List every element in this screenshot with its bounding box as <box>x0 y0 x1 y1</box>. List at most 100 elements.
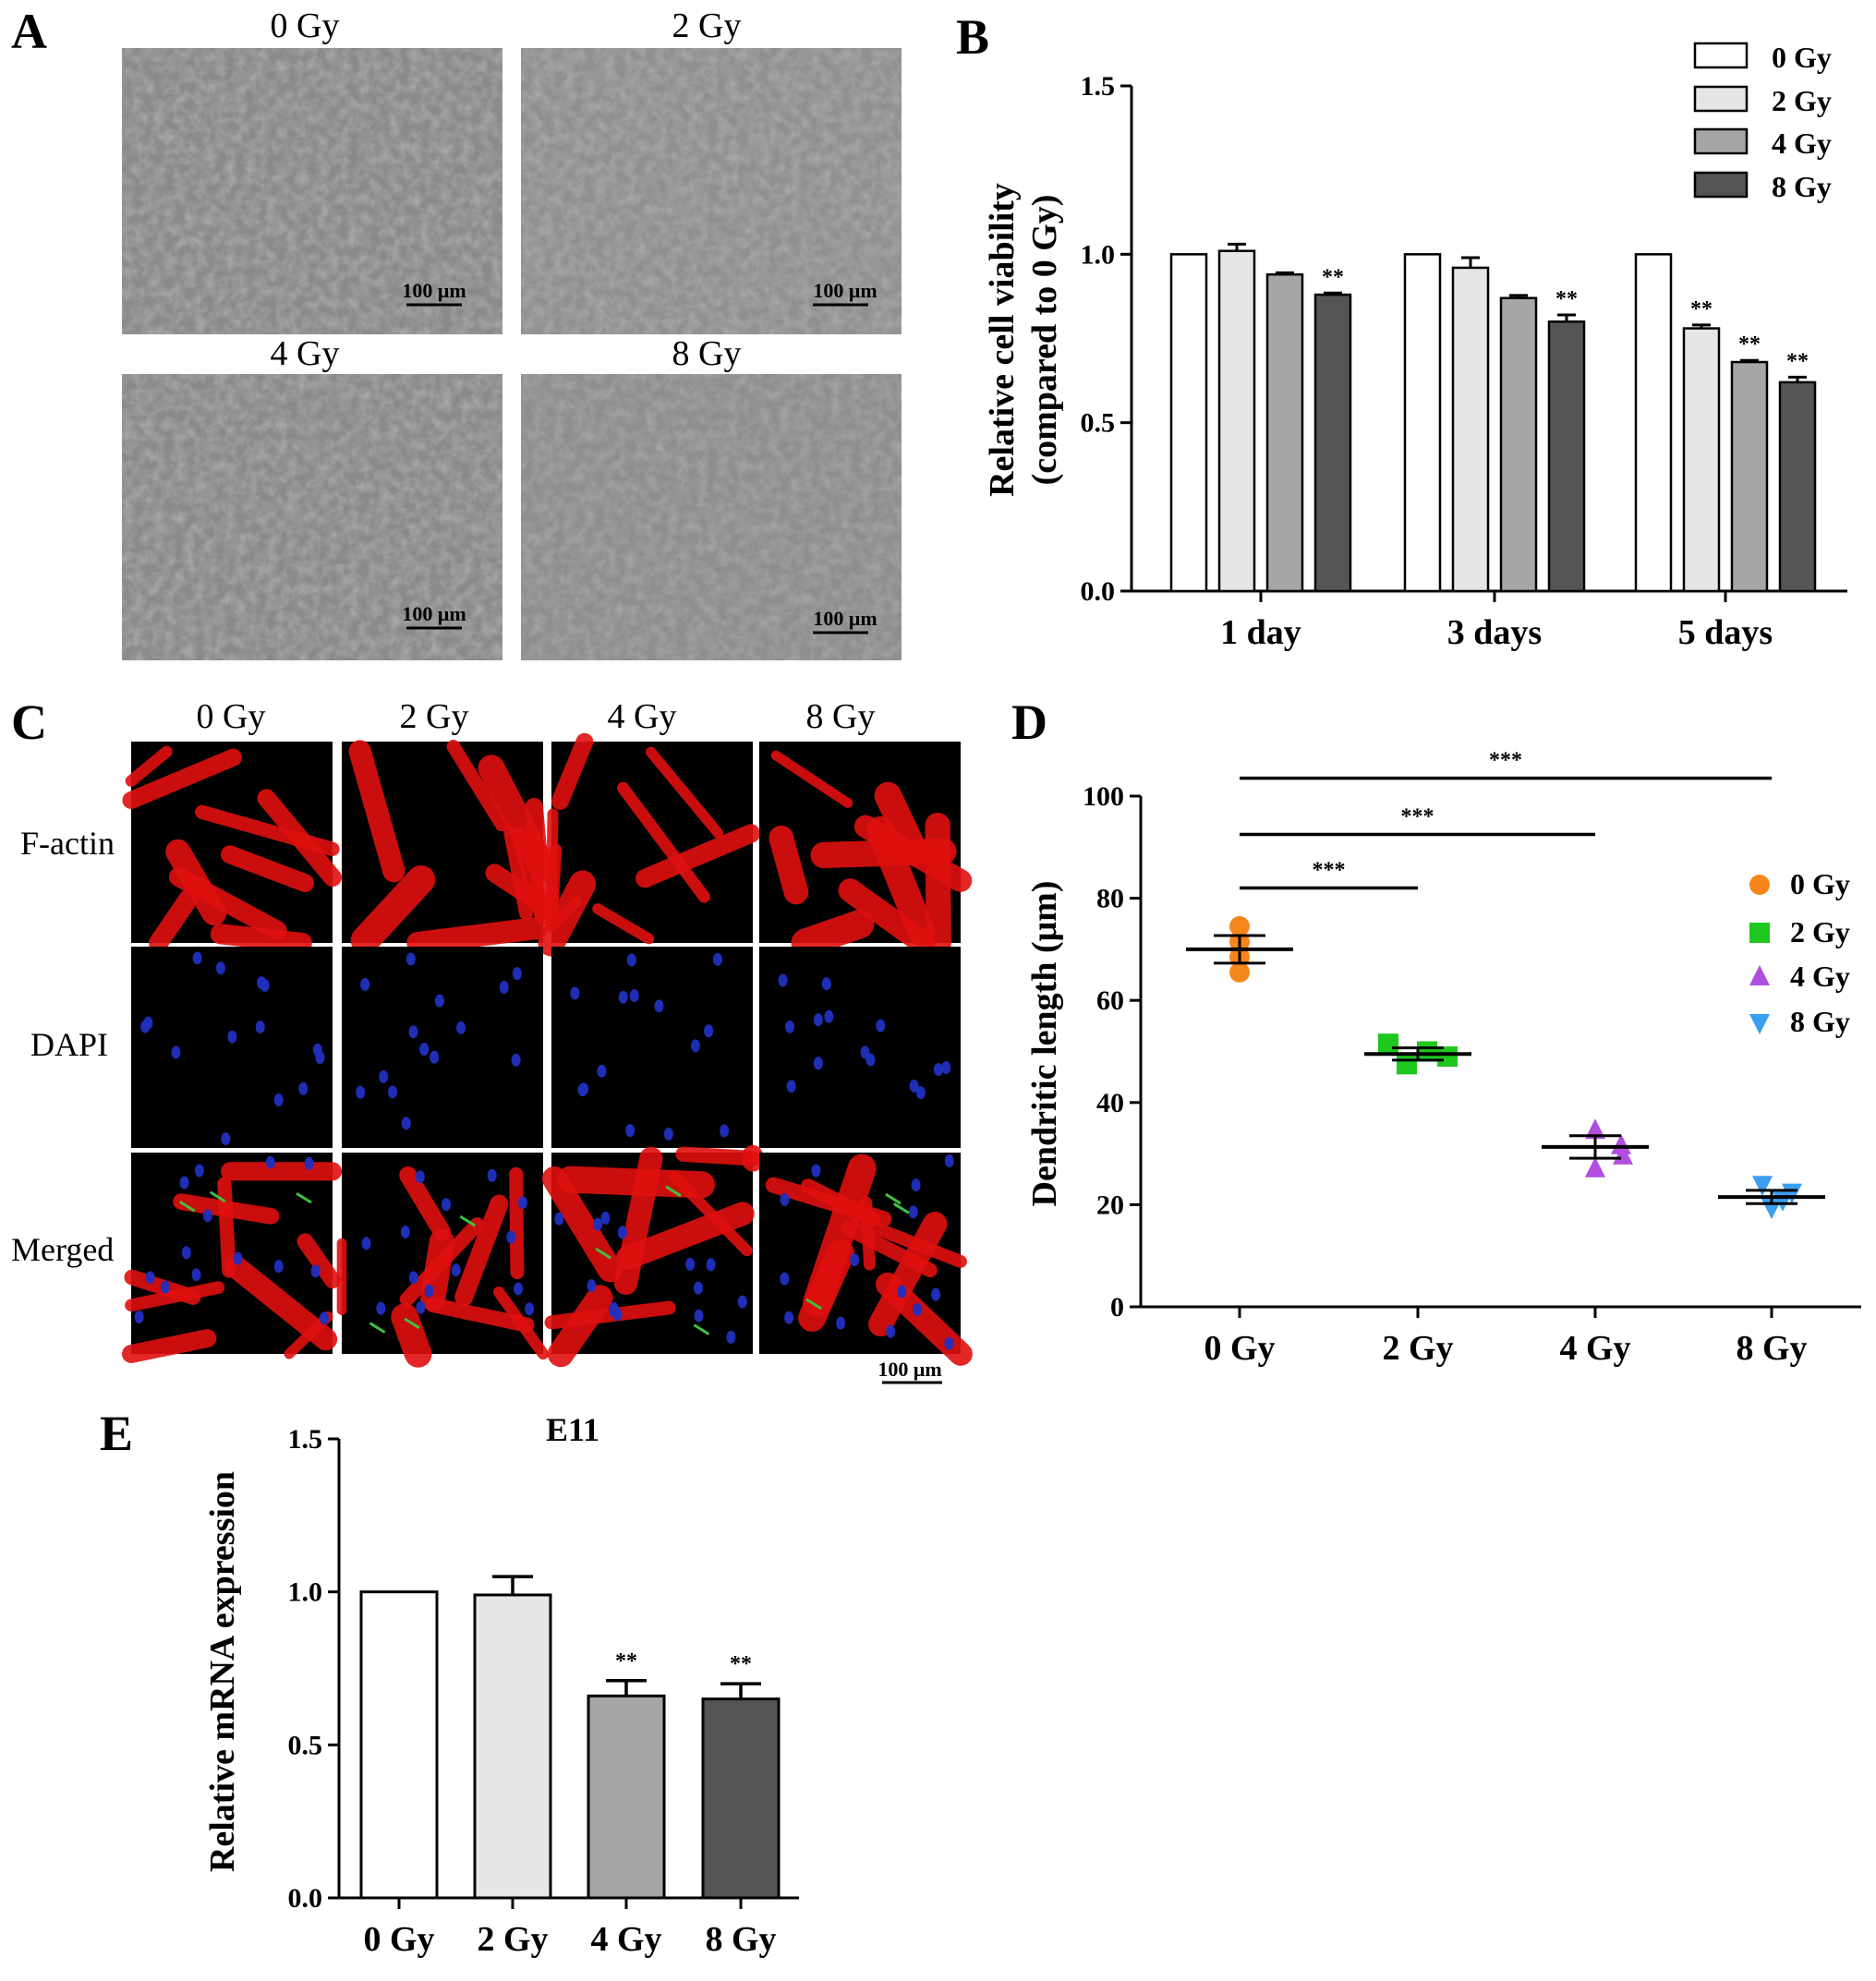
nucleus <box>629 989 639 1003</box>
bar <box>359 1590 439 1900</box>
x-tick-label: 2 Gy <box>1382 1329 1453 1368</box>
y-tick-label: 1.5 <box>1081 71 1116 102</box>
y-tick-label: 100 <box>1083 781 1124 812</box>
actin-fiber <box>217 1177 236 1278</box>
actin-fiber <box>165 839 227 925</box>
nucleus <box>416 1300 426 1314</box>
y-tick-label: 40 <box>1096 1088 1124 1118</box>
nucleus <box>227 1030 237 1044</box>
y-tick-label: 1.0 <box>288 1577 323 1608</box>
nucleus <box>265 1155 275 1169</box>
panel-c-title-4gy: 4 Gy <box>608 697 677 736</box>
actin-fiber <box>509 1166 525 1279</box>
fluor-bg <box>131 947 333 1148</box>
fluorescence-grid <box>122 732 973 1368</box>
actin-fiber <box>551 732 594 810</box>
nucleus <box>944 1154 954 1168</box>
arrow-icon <box>178 1200 196 1213</box>
nucleus <box>785 1020 795 1033</box>
nucleus <box>202 1209 212 1223</box>
nucleus <box>160 1280 170 1294</box>
nucleus <box>408 1271 418 1285</box>
x-tick-label: 2 Gy <box>477 1920 548 1959</box>
actin-fiber <box>125 745 173 787</box>
y-tick-label: 0.0 <box>1081 576 1116 607</box>
nucleus <box>441 1198 451 1212</box>
significance-label: ** <box>730 1652 752 1676</box>
arrow-icon <box>209 1190 226 1203</box>
panel-letter-b: B <box>956 9 989 65</box>
actin-fiber <box>860 1196 876 1271</box>
nucleus <box>517 1196 527 1210</box>
nucleus <box>694 1309 704 1323</box>
nucleus <box>600 1211 611 1225</box>
actin-fiber <box>420 1228 454 1311</box>
fluor-bg <box>342 947 543 1148</box>
arrow-icon <box>892 1202 910 1214</box>
y-tick-label: 1.5 <box>288 1424 323 1455</box>
nucleus <box>499 981 509 995</box>
significance-label: ** <box>1786 349 1809 373</box>
nucleus <box>726 1330 736 1344</box>
bar <box>701 1697 781 1900</box>
data-point <box>1229 961 1250 983</box>
legend-label: 8 Gy <box>1790 1005 1850 1038</box>
actin-fiber <box>617 781 710 903</box>
nucleus <box>897 1285 907 1299</box>
nucleus <box>780 1272 790 1286</box>
nucleus <box>693 1281 703 1295</box>
nucleus <box>811 1164 821 1178</box>
y-axis-title-line: (compared to 0 Gy) <box>1025 195 1064 486</box>
actin-fiber <box>297 1233 341 1289</box>
bar <box>1217 249 1256 593</box>
fluor-cell-r2-c1 <box>336 1153 550 1368</box>
arrow-icon <box>885 1192 902 1205</box>
nucleus <box>419 1043 430 1057</box>
nucleus <box>415 1170 425 1184</box>
actin-fiber <box>406 917 549 955</box>
nucleus <box>361 1237 371 1250</box>
nucleus <box>511 1053 521 1067</box>
fluor-bg <box>551 947 753 1148</box>
nucleus <box>487 1168 497 1182</box>
nucleus <box>824 1009 834 1023</box>
scale-text-a2: 100 μm <box>813 279 877 302</box>
bar <box>1778 380 1817 593</box>
data-point <box>1782 1183 1802 1204</box>
nucleus <box>780 1192 790 1206</box>
micrograph-2gy <box>521 48 902 334</box>
nucleus <box>171 1045 181 1059</box>
actin-fiber <box>478 755 557 882</box>
nucleus <box>514 1282 524 1296</box>
actin-fiber <box>544 1300 676 1330</box>
y-axis-title-line: Relative cell viability <box>983 183 1022 497</box>
nucleus <box>273 1260 284 1274</box>
actin-fiber <box>122 1329 217 1363</box>
nucleus <box>909 1079 919 1093</box>
fluor-cell-r0-c3 <box>759 742 973 958</box>
nucleus <box>255 1021 265 1034</box>
actin-fiber <box>391 1303 432 1368</box>
legend-swatch <box>1693 85 1749 113</box>
nucleus <box>400 1226 410 1239</box>
comparison-label: *** <box>1313 859 1346 883</box>
chart-title: E11 <box>546 1411 599 1448</box>
actin-fiber <box>851 1214 967 1268</box>
nucleus <box>931 1287 941 1301</box>
nucleus <box>319 1311 329 1325</box>
nucleus <box>512 967 522 981</box>
nucleus <box>140 1020 151 1033</box>
nucleus <box>304 1156 314 1170</box>
legend-label: 4 Gy <box>1790 960 1850 993</box>
data-point <box>1749 923 1770 943</box>
panel-letter-a: A <box>11 4 47 59</box>
chart-e: 0.0 0.5 1.0 1.5 0 Gy 2 Gy ** 4 Gy ** 8 Gy E11 Relat… <box>203 1411 799 1959</box>
nucleus <box>434 994 444 1008</box>
nucleus <box>944 1336 954 1350</box>
y-axis-title: Dendritic length (μm) <box>1025 881 1064 1207</box>
row-label-dapi: DAPI <box>30 1026 108 1063</box>
nucleus <box>609 1304 619 1318</box>
actin-fiber <box>454 1194 509 1307</box>
data-point <box>1749 875 1770 895</box>
